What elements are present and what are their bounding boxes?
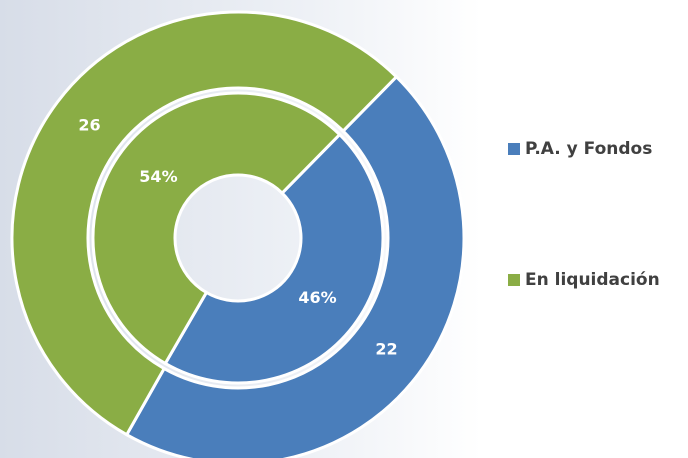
legend-label: En liquidación bbox=[525, 270, 660, 290]
slice bbox=[91, 91, 342, 366]
slice bbox=[124, 74, 466, 458]
rings: 46% 54% 22 26 bbox=[10, 10, 466, 458]
data-label: 26 bbox=[78, 116, 100, 135]
slice bbox=[163, 132, 385, 385]
data-label: 54% bbox=[139, 167, 177, 186]
legend-label: P.A. y Fondos bbox=[525, 139, 652, 159]
legend-swatch bbox=[508, 143, 520, 155]
data-label: 46% bbox=[298, 288, 336, 307]
legend: P.A. y Fondos En liquidación bbox=[508, 139, 660, 290]
data-label: 22 bbox=[375, 339, 397, 358]
legend-swatch bbox=[508, 274, 520, 286]
slice bbox=[10, 10, 399, 437]
